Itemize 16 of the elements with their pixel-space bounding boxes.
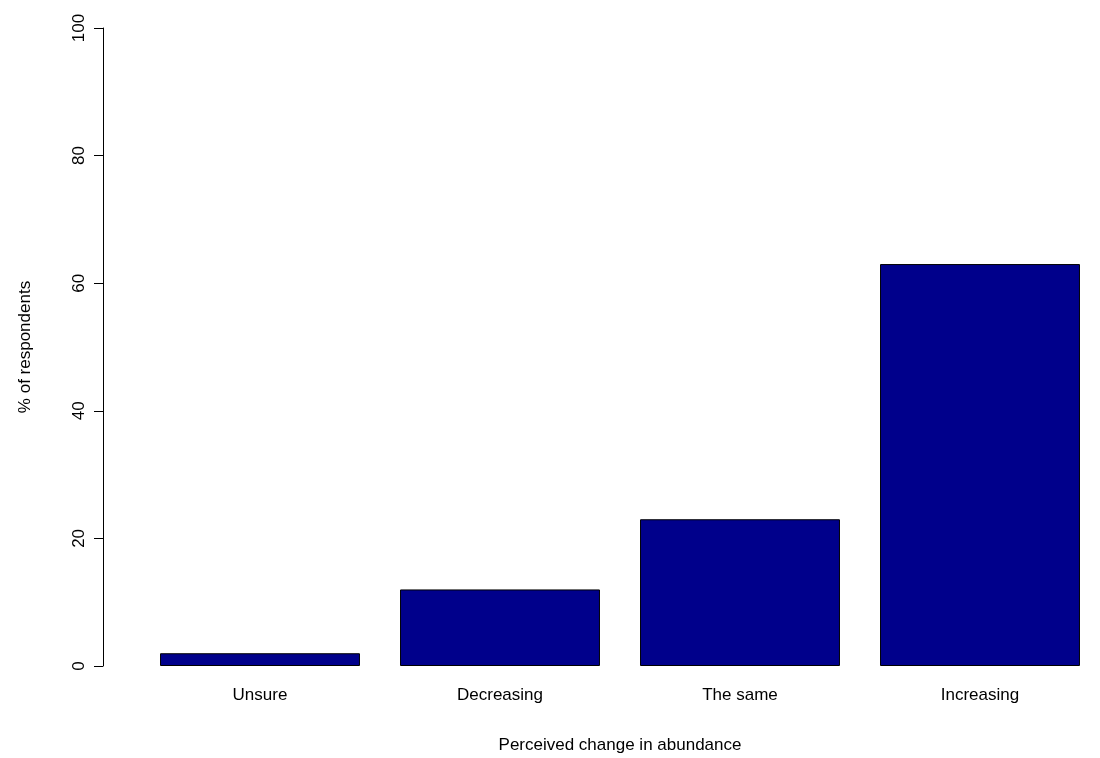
x-axis-title: Perceived change in abundance bbox=[498, 735, 742, 754]
x-tick-label: Unsure bbox=[232, 685, 288, 704]
bar bbox=[160, 653, 360, 666]
y-tick-label: 100 bbox=[69, 13, 88, 43]
x-tick-label: Decreasing bbox=[457, 685, 543, 704]
y-axis-title: % of respondents bbox=[15, 280, 34, 414]
y-tick-label: 80 bbox=[69, 146, 88, 166]
x-tick-label: The same bbox=[702, 685, 778, 704]
y-tick-label: 0 bbox=[69, 661, 88, 671]
bar bbox=[640, 519, 840, 666]
bar bbox=[400, 589, 600, 666]
y-tick-label: 60 bbox=[69, 273, 88, 293]
bar bbox=[880, 264, 1080, 666]
y-tick-label: 40 bbox=[69, 401, 88, 421]
x-tick-label: Increasing bbox=[940, 685, 1020, 704]
y-tick-label: 20 bbox=[69, 528, 88, 548]
